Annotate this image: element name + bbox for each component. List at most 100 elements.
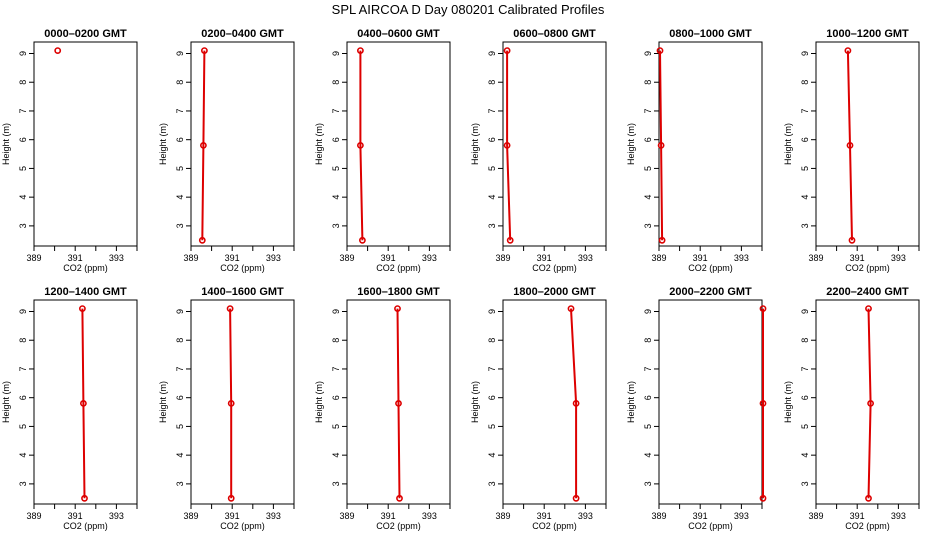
plot-frame [815,299,920,505]
data-point [54,47,62,54]
x-axis-label: CO2 (ppm) [63,263,108,273]
x-tick-label: 391 [68,511,83,521]
y-tick-label: 6 [800,395,810,400]
data-point [358,236,366,244]
y-tick-label: 9 [643,51,653,56]
x-axis-label: CO2 (ppm) [532,521,577,531]
y-tick-label: 5 [487,166,497,171]
y-axis-label: Height (m) [314,381,324,423]
x-tick-label: 393 [578,253,593,263]
panel-1: 0000–0200 GMT 389 391 393 3 4 5 6 7 8 9 CO2 (ppm) He… [1,28,138,273]
x-tick-label: 393 [734,511,749,521]
panel-9: 1600–1800 GMT 389 391 393 3 4 5 6 7 8 9 CO2 (ppm) He… [314,286,451,531]
data-point [865,494,872,502]
plot-frame [346,299,451,505]
y-tick-label: 9 [175,309,185,314]
y-tick-label: 7 [18,366,28,371]
y-tick-label: 8 [487,80,497,85]
profile-line [570,308,578,499]
y-tick-label: 4 [487,195,497,200]
y-tick-label: 7 [18,108,28,113]
x-axis-label: CO2 (ppm) [845,521,890,531]
data-point [656,47,664,54]
y-tick-label: 3 [175,481,185,486]
y-tick-label: 6 [643,137,653,142]
x-axis-label: CO2 (ppm) [532,263,577,273]
y-tick-label: 4 [800,195,810,200]
data-point [79,305,86,312]
data-point [759,399,767,407]
x-tick-label: 393 [266,511,281,521]
panel-title: 1000–1200 GMT [826,28,909,40]
y-tick-label: 5 [487,424,497,429]
panel-2: 0200–0400 GMT 389 391 393 3 4 5 6 7 8 9 CO2 (ppm) He… [158,28,295,273]
plot-frame [190,41,295,247]
y-tick-label: 7 [175,366,185,371]
y-tick-label: 6 [175,395,185,400]
data-point [226,305,234,312]
x-tick-label: 389 [651,253,666,263]
profile-line [81,308,86,499]
y-tick-label: 5 [800,166,810,171]
x-tick-label: 389 [495,511,510,521]
x-tick-label: 391 [225,511,240,521]
x-tick-label: 391 [693,511,708,521]
y-axis-label: Height (m) [626,381,636,423]
y-tick-label: 6 [18,395,28,400]
y-tick-label: 6 [175,137,185,142]
y-tick-label: 6 [800,137,810,142]
plot-frame [502,299,607,505]
y-tick-label: 4 [331,195,341,200]
plot-frame [658,41,763,247]
x-tick-label: 389 [339,253,354,263]
y-tick-label: 3 [643,481,653,486]
plot-frame [815,41,920,247]
x-tick-label: 393 [422,253,437,263]
profile-line [359,50,364,241]
y-tick-label: 9 [18,51,28,56]
panel-5: 0800–1000 GMT 389 391 393 3 4 5 6 7 8 9 CO2 (ppm) He… [626,28,763,273]
data-point [506,236,514,244]
plot-frame [33,41,138,247]
y-tick-label: 4 [643,195,653,200]
y-axis-label: Height (m) [158,123,168,165]
profile-line [659,50,664,241]
y-tick-label: 7 [331,108,341,113]
panel-title: 2000–2200 GMT [669,286,752,298]
panel-title: 2200–2400 GMT [826,286,909,298]
y-tick-label: 9 [18,309,28,314]
x-axis-label: CO2 (ppm) [220,521,265,531]
plot-frame [346,41,451,247]
y-tick-label: 3 [800,481,810,486]
x-tick-label: 389 [183,253,198,263]
y-tick-label: 8 [643,338,653,343]
data-point [865,305,872,312]
y-tick-label: 4 [175,453,185,458]
y-axis-label: Height (m) [626,123,636,165]
x-axis-label: CO2 (ppm) [376,263,421,273]
x-tick-label: 391 [381,511,396,521]
y-tick-label: 6 [331,395,341,400]
y-tick-label: 5 [18,166,28,171]
y-tick-label: 9 [800,309,810,314]
y-tick-label: 8 [643,80,653,85]
x-tick-label: 391 [850,511,865,521]
panel-title: 0800–1000 GMT [669,28,752,40]
x-axis-label: CO2 (ppm) [845,263,890,273]
data-point [395,399,402,407]
y-tick-label: 8 [18,338,28,343]
y-axis-label: Height (m) [783,123,793,165]
x-tick-label: 391 [693,253,708,263]
x-tick-label: 391 [537,253,552,263]
plot-frame [658,299,763,505]
panel-6: 1000–1200 GMT 389 391 393 3 4 5 6 7 8 9 CO2 (ppm) He… [783,28,920,273]
data-point [80,399,87,407]
data-point [396,494,403,502]
x-tick-label: 393 [891,253,906,263]
x-tick-label: 391 [381,253,396,263]
panel-title: 1200–1400 GMT [44,286,127,298]
y-tick-label: 3 [175,223,185,228]
y-axis-label: Height (m) [314,123,324,165]
